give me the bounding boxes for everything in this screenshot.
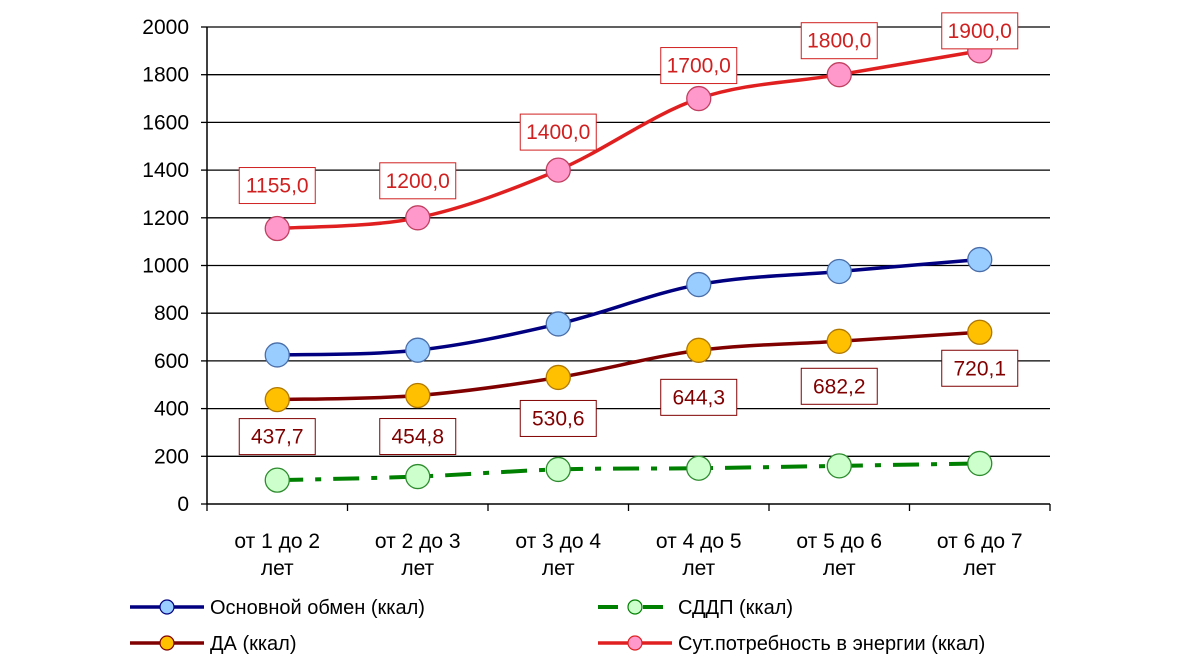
data-label-da: 530,6 [519,399,597,437]
marker-basal-metabolism [264,342,290,368]
legend-label: Сут.потребность в энергии (ккал) [678,633,985,655]
legend-label: СДДП (ккал) [678,597,793,619]
x-axis-ticks: от 1 до 2 лет от 2 до 3 лет от 3 до 4 лет от 4… [206,504,1051,580]
series-line-daily-energy [277,49,981,231]
y-tick-label: 400 [154,398,189,421]
data-label-text: 1200,0 [386,170,450,193]
data-label-box [941,349,1019,387]
marker-sddp [686,455,712,481]
x-tick-label: от 3 до 4 лет [515,530,601,580]
data-label-text: 454,8 [391,426,444,449]
legend-label: ДА (ккал) [210,633,297,655]
data-label-box [519,113,597,151]
y-axis-ticks: 0 200 400 600 800 1000 1200 1400 1600 1800 2000 [142,16,207,516]
marker-da [686,337,712,363]
marker-daily-energy [826,62,852,88]
data-label-daily-energy: 1900,0 [941,12,1019,50]
data-label-text: 530,6 [532,407,585,430]
marker-daily-energy [686,85,712,112]
y-tick-label: 1800 [142,64,189,87]
data-label-da: 454,8 [379,418,457,456]
data-labels: 437,7 454,8 530,6 644,3 682,2 720,1 1155,0 1200… [238,12,1019,456]
marker-basal-metabolism [826,258,852,285]
legend-item-sddp: СДДП (ккал) [598,597,793,619]
data-label-daily-energy: 1155,0 [238,167,316,205]
data-label-daily-energy: 1400,0 [519,113,597,151]
marker-sddp [967,450,993,477]
x-tick-label: от 2 до 3 лет [375,530,461,580]
data-label-text: 720,1 [953,357,1006,380]
gridlines [207,26,1050,457]
marker-sddp [405,463,431,490]
y-tick-label: 2000 [142,16,189,39]
x-tick-label: от 4 до 5 лет [656,530,742,580]
marker-basal-metabolism [405,337,431,363]
legend-label: Основной обмен (ккал) [210,597,425,619]
marker-da [405,382,431,409]
series-line-basal-metabolism [277,257,980,357]
data-label-box [800,22,878,60]
data-label-daily-energy: 1200,0 [379,162,457,200]
legend-marker [159,635,175,651]
marker-basal-metabolism [686,271,712,298]
marker-sddp [264,467,290,493]
x-tick-label: от 6 до 7 лет [937,530,1023,580]
marker-sddp [826,453,852,479]
marker-sddp [545,456,571,483]
data-label-daily-energy: 1700,0 [660,47,738,85]
data-label-box [379,162,457,200]
legend-marker [627,635,643,651]
data-label-box [238,418,316,456]
data-label-daily-energy: 1800,0 [800,22,878,60]
data-label-text: 437,7 [251,426,304,449]
data-label-box [941,12,1019,50]
data-label-da: 720,1 [941,349,1019,387]
data-label-text: 1700,0 [667,55,731,78]
data-label-box [660,47,738,85]
data-label-box [238,167,316,205]
marker-da [264,386,290,413]
legend-item-daily-energy: Сут.потребность в энергии (ккал) [598,633,985,655]
marker-da [545,364,571,391]
data-label-box [379,418,457,456]
y-tick-label: 1600 [142,111,189,134]
marker-daily-energy [264,215,290,242]
data-label-text: 644,3 [672,386,725,409]
y-tick-label: 1400 [142,159,189,182]
y-tick-label: 1000 [142,255,189,278]
legend: Основной обмен (ккал) СДДП (ккал) ДА (ккал… [130,597,985,655]
data-label-text: 1900,0 [948,20,1012,43]
legend-item-da: ДА (ккал) [130,633,297,655]
series-line-da [277,330,980,402]
marker-daily-energy [405,205,431,231]
data-label-box [800,367,878,405]
marker-da [826,328,852,354]
legend-item-basal-metabolism: Основной обмен (ккал) [130,597,425,619]
data-label-text: 1800,0 [807,30,871,53]
y-tick-label: 0 [177,493,189,516]
data-label-text: 682,2 [813,375,866,398]
data-label-da: 437,7 [238,418,316,456]
data-label-box [660,378,738,416]
x-tick-label: от 1 до 2 лет [234,530,320,580]
legend-marker [159,599,175,615]
legend-marker [627,599,643,615]
data-label-text: 1400,0 [526,121,590,144]
y-tick-label: 800 [154,302,189,325]
data-label-text: 1155,0 [246,175,309,198]
marker-basal-metabolism [545,311,571,337]
y-tick-label: 200 [154,445,189,468]
marker-da [967,319,993,345]
y-tick-label: 1200 [142,207,189,230]
series-line-sddp [277,461,980,483]
series-markers [264,38,993,493]
data-label-da: 644,3 [660,378,738,416]
marker-basal-metabolism [967,246,993,273]
data-label-da: 682,2 [800,367,878,405]
x-tick-label: от 5 до 6 лет [796,530,882,580]
data-label-box [519,399,597,437]
y-tick-label: 600 [154,350,189,373]
marker-daily-energy [545,157,571,183]
